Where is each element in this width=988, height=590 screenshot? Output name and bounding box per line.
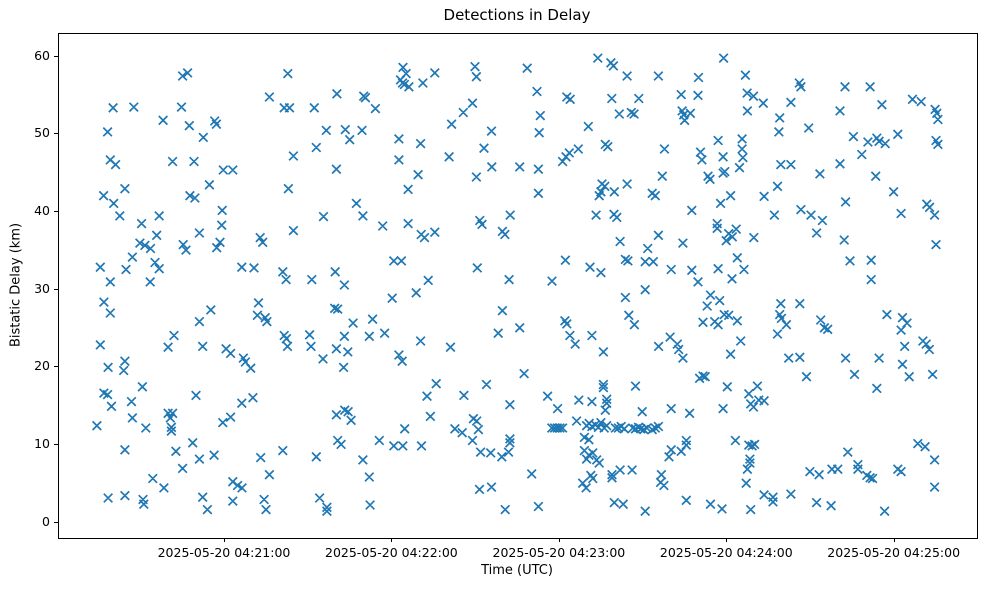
- y-tick-mark: [54, 211, 58, 212]
- y-tick-label: 10: [34, 436, 50, 452]
- y-tick-label: 0: [42, 513, 50, 529]
- x-tick-mark: [224, 538, 225, 542]
- y-tick-label: 40: [34, 203, 50, 218]
- chart-title: Detections in Delay: [443, 6, 591, 24]
- x-tick-mark: [558, 538, 560, 542]
- x-tick-label: 2025-05-20 04:21:00: [157, 545, 291, 560]
- x-tick-mark: [391, 538, 393, 542]
- y-tick-mark: [54, 133, 58, 135]
- x-tick-label: 2025-05-20 04:24:00: [659, 545, 793, 560]
- x-tick-mark: [726, 538, 728, 542]
- y-tick-label: 60: [34, 47, 50, 63]
- y-tick-label: 50: [34, 125, 50, 141]
- y-tick-mark: [54, 55, 58, 57]
- y-tick-mark: [54, 444, 58, 446]
- x-tick-mark: [893, 538, 895, 542]
- scatter-points: [91, 53, 943, 517]
- x-tick-label: 2025-05-20 04:23:00: [492, 545, 626, 560]
- x-tick-label: 2025-05-20 04:25:00: [827, 545, 961, 560]
- x-tick-label: 2025-05-20 04:22:00: [325, 545, 458, 560]
- plot-area: [58, 33, 978, 539]
- x-axis-label: Time (UTC): [481, 563, 553, 578]
- y-tick-label: 30: [34, 280, 50, 296]
- y-tick-mark: [54, 521, 58, 523]
- y-tick-label: 20: [34, 358, 50, 374]
- y-tick-mark: [54, 366, 58, 368]
- scatter-layer: [91, 53, 943, 517]
- y-axis-label: Bistatic Delay (km): [8, 222, 24, 348]
- y-tick-mark: [54, 288, 58, 290]
